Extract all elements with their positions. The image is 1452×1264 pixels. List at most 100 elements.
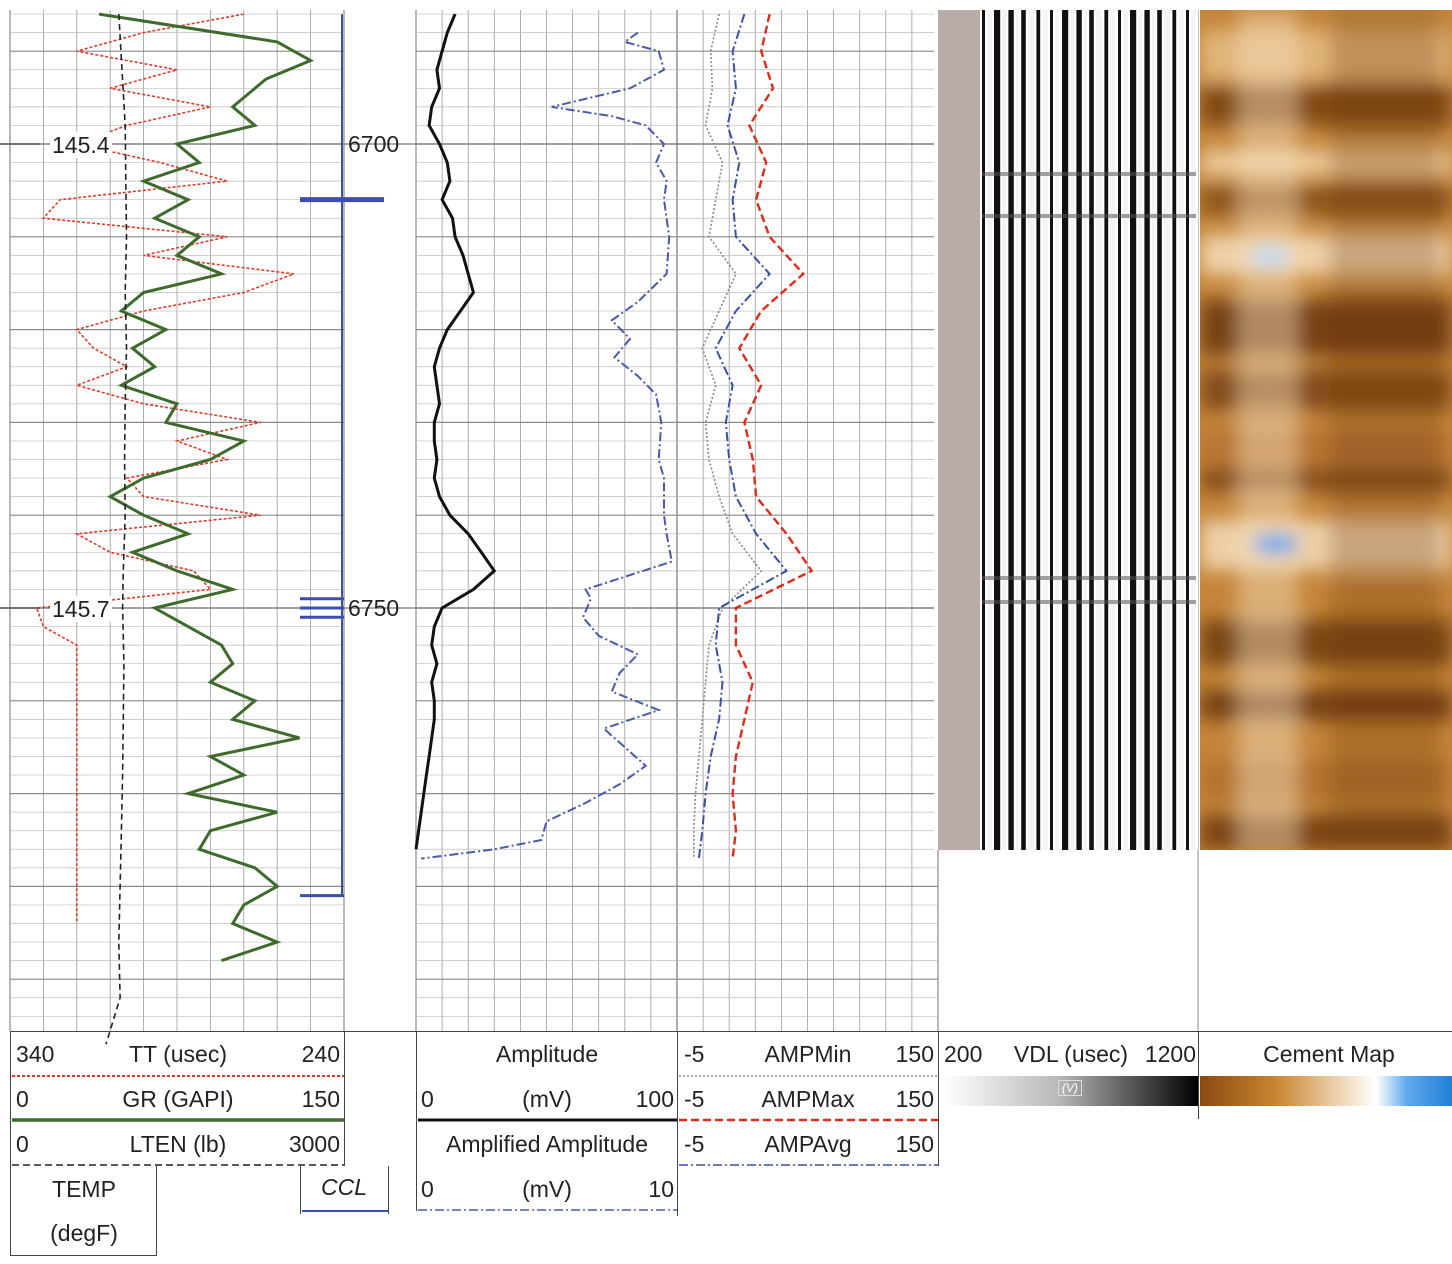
vdl-stripe-28 [1172, 10, 1177, 850]
lten-name-label: LTEN (lb) [129, 1131, 227, 1157]
ampmax-name-label: AMPMax [761, 1086, 855, 1112]
curve-gr [98, 12, 315, 963]
vdl-stripe-15 [1084, 10, 1087, 850]
ampmin-name-label: AMPMin [764, 1041, 852, 1067]
vdl-name-label: VDL (usec) [1013, 1041, 1129, 1067]
curve-lten [105, 14, 128, 1045]
cement-name-label: Cement Map [1263, 1041, 1395, 1067]
amplitude-max-label: 100 [635, 1086, 674, 1112]
curve-amplitude [414, 13, 497, 850]
vdl-stripe-20 [1118, 10, 1121, 850]
tt-name-label: TT (usec) [129, 1041, 227, 1067]
depth-label-6750: 6750 [348, 595, 400, 621]
curve-ampavg [697, 13, 789, 859]
curve-ampmin [693, 13, 763, 859]
vdl-stripe-3 [1002, 10, 1007, 850]
header-divider-3 [677, 1031, 678, 1216]
vdl-stripe-12 [1062, 10, 1069, 850]
ampmin-min-label: -5 [684, 1041, 705, 1067]
vdl-stripe-24 [1144, 10, 1150, 850]
vdl-early-band [938, 10, 980, 850]
vdl-stripe-21 [1123, 10, 1128, 850]
vdl-stripe-16 [1089, 10, 1094, 850]
ccl-box-left [300, 1166, 301, 1214]
lten-max-label: 3000 [288, 1131, 340, 1157]
cement-void-2 [1252, 534, 1300, 554]
ampavg-max-label: 150 [895, 1131, 934, 1157]
vdl-waveform-image [934, 10, 1198, 850]
vdl-stripe-27 [1164, 10, 1171, 850]
vdl-stripe-13 [1070, 10, 1075, 850]
vdl-arrival-2 [982, 576, 1196, 580]
temp-label-line1: TEMP [52, 1176, 116, 1202]
vdl-stripe-11 [1055, 10, 1060, 850]
vdl-stripe-1 [987, 10, 992, 850]
gr-max-label: 150 [301, 1086, 340, 1112]
vdl-arrival-3 [982, 600, 1196, 604]
lten-min-label: 0 [16, 1131, 29, 1157]
log-curves [35, 12, 814, 1045]
header-divider-2 [416, 1031, 417, 1211]
amplitude-name-label: Amplitude [495, 1041, 599, 1067]
header-left-line [10, 1031, 11, 1256]
vdl-stripe-10 [1050, 10, 1053, 850]
vdl-min-label: 200 [944, 1041, 983, 1067]
cement-bands [1200, 10, 1452, 850]
ampmin-max-label: 150 [895, 1041, 934, 1067]
temp-readout-1: 145.4 [50, 132, 112, 158]
vdl-stripe-6 [1021, 10, 1026, 850]
vdl-stripe-26 [1157, 10, 1162, 850]
vdl-scale-bar [944, 1076, 1198, 1106]
tt-max-label: 240 [301, 1041, 340, 1067]
vdl-stripe-22 [1130, 10, 1137, 850]
header-top-line [10, 1031, 1452, 1032]
amplitude-min-label: 0 [421, 1086, 434, 1112]
ampmax-max-label: 150 [895, 1086, 934, 1112]
vdl-stripe-19 [1110, 10, 1116, 850]
vdl-stripe-2 [994, 10, 1001, 850]
ccl-box-right [388, 1166, 389, 1214]
ampavg-name-label: AMPAvg [764, 1131, 852, 1157]
amplitude-unit-label: (mV) [522, 1086, 572, 1112]
vdl-stripe-29 [1178, 10, 1184, 850]
vdl-stripe-9 [1042, 10, 1048, 850]
vdl-stripe-30 [1186, 10, 1189, 850]
vdl-stripe-4 [1008, 10, 1014, 850]
amplified-name-label: Amplified Amplitude [446, 1131, 648, 1157]
temp-box-bottom [10, 1255, 156, 1256]
vdl-stripe-25 [1152, 10, 1155, 850]
vdl-stripe-8 [1036, 10, 1041, 850]
ampavg-min-label: -5 [684, 1131, 705, 1157]
temp-label-line2: (degF) [50, 1220, 118, 1246]
gr-min-label: 0 [16, 1086, 29, 1112]
cement-map-image [1200, 10, 1452, 850]
ampmax-min-label: -5 [684, 1086, 705, 1112]
tt-min-label: 340 [16, 1041, 55, 1067]
header-divider-4 [938, 1031, 939, 1166]
vdl-stripe-18 [1104, 10, 1109, 850]
ccl-label: CCL [320, 1174, 367, 1200]
depth-label-6700: 6700 [348, 131, 400, 157]
cement-void-1 [1250, 247, 1290, 267]
vdl-stripe-14 [1076, 10, 1082, 850]
amplified-unit-label: (mV) [522, 1176, 572, 1202]
gr-name-label: GR (GAPI) [122, 1086, 234, 1112]
cement-dark-column [1330, 10, 1440, 850]
curve-ampmax [731, 13, 814, 859]
vdl-stripe-17 [1096, 10, 1103, 850]
vdl-max-label: 1200 [1144, 1041, 1196, 1067]
vdl-arrival-1 [982, 214, 1196, 218]
temp-box-right [156, 1166, 157, 1256]
vdl-stripe-23 [1138, 10, 1143, 850]
vdl-scale-mark: (V) [1058, 1080, 1082, 1096]
vdl-arrival-0 [982, 172, 1196, 176]
curve-amplified-amplitude [421, 31, 673, 860]
cement-light-column [1238, 10, 1298, 850]
header-divider-5 [1198, 1031, 1199, 1119]
vdl-stripe-5 [1016, 10, 1019, 850]
cement-scale-bar [1200, 1076, 1452, 1106]
vdl-stripe-0 [982, 10, 985, 850]
header-divider-1 [344, 1031, 345, 1166]
amplified-min-label: 0 [421, 1176, 434, 1202]
